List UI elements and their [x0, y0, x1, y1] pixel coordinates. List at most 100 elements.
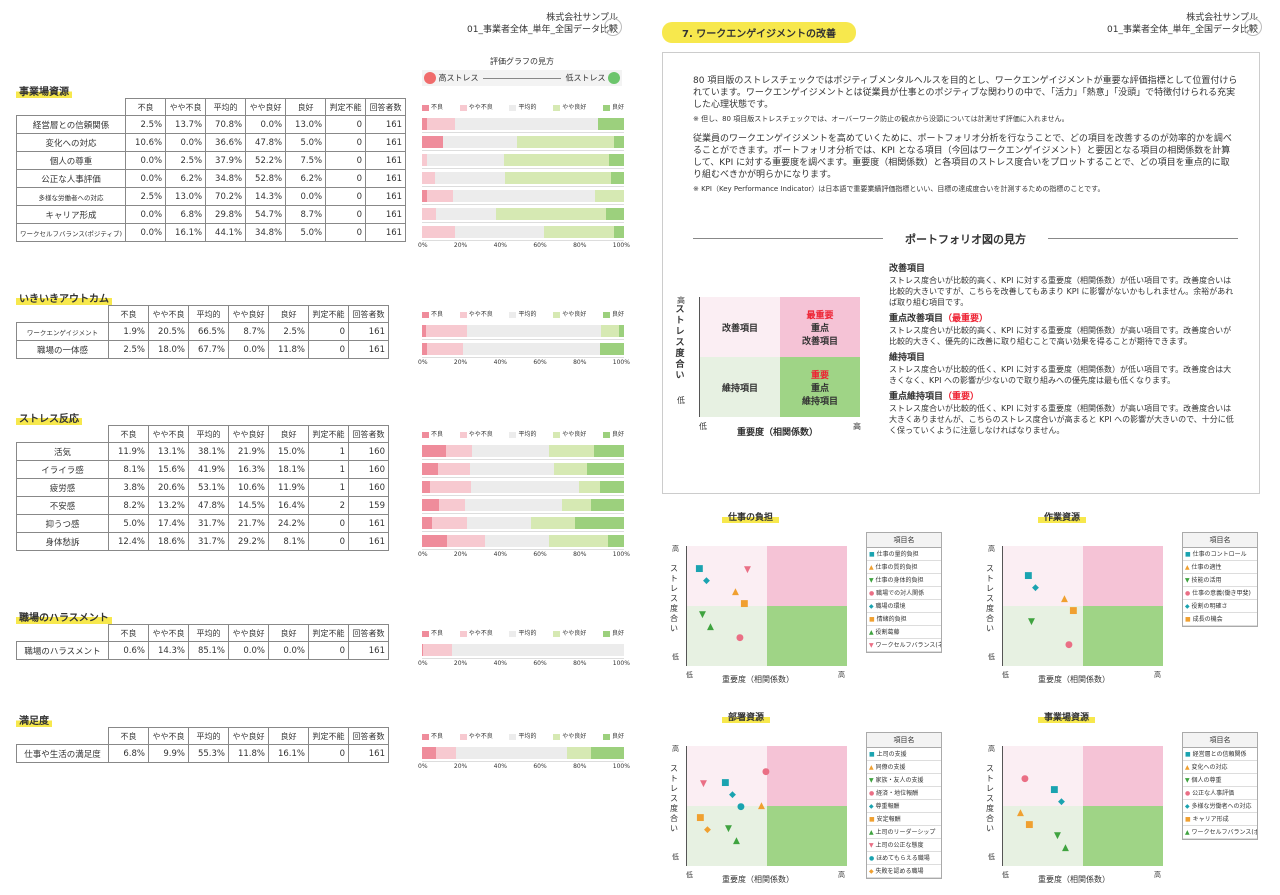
col-header: やや良好 [228, 727, 269, 745]
legend-item: ■ 情緒的負担 [867, 613, 941, 626]
q-priority-improve: 最重要 重点 改善項目 [780, 297, 860, 357]
cell: 0 [308, 744, 349, 763]
table-row: 経営層との信頼関係 2.5% 13.7% 70.8% 0.0% 13.0% 0 161 [15, 115, 407, 134]
chart-legend: 項目名 ■ 仕事のコントロール ▲ 仕事の適性 ▼ 技能の活用 ● 仕事の意義(働き甲斐… [1182, 532, 1258, 627]
cell: 5.0% [108, 514, 149, 533]
cell: 0 [308, 340, 349, 359]
legend-swatch [509, 733, 517, 740]
plot-area: ■ ▲ ▼ ● ◆ ■ ▲ [1002, 746, 1163, 866]
marker-icon: ● [1185, 790, 1191, 797]
legend-label: 役割葛藤 [875, 629, 900, 636]
legend-label: やや良好 [562, 630, 587, 637]
bar-segment [423, 643, 453, 656]
bar-row [422, 340, 624, 358]
bar-row [422, 223, 624, 241]
data-point: ▲ [733, 836, 740, 846]
legend-label: 家族・友人の支援 [875, 777, 924, 784]
col-header: やや不良 [148, 425, 189, 443]
bar-segment [429, 480, 472, 493]
legend-label: 役割の明確さ [1191, 603, 1228, 610]
cell: 13.0% [165, 187, 207, 206]
legend-swatch [553, 431, 561, 438]
legend-label: やや良好 [562, 431, 587, 438]
bar-segment [618, 324, 625, 337]
marker-icon: ■ [1185, 551, 1191, 558]
col-header: 不良 [108, 425, 149, 443]
legend-label: 平均的 [518, 630, 537, 637]
legend-item: やや不良 [459, 731, 493, 740]
x-axis-label: 重要度（相関係数） [722, 675, 794, 684]
tick-label: 100% [612, 359, 630, 366]
cell: 29.8% [205, 205, 247, 224]
bar [422, 189, 624, 202]
chart-title: 部署資源 [722, 710, 771, 723]
section-title: 事業場資源 [16, 83, 72, 98]
tick-label: 100% [612, 551, 630, 558]
legend-item: 不良 [422, 309, 443, 318]
legend-item: 良好 [602, 731, 624, 740]
legend-swatch [602, 431, 610, 438]
bar-segment [452, 643, 624, 656]
legend-item: ▲ ワークセルフバランス(ポジティブ) [1183, 826, 1257, 839]
cell: 0.0% [165, 133, 207, 152]
marker-icon: ▲ [1185, 829, 1190, 836]
legend-swatch [459, 733, 467, 740]
cell: 159 [348, 496, 389, 515]
legend-item: ◆ 尊重報酬 [867, 800, 941, 813]
row-name: 抑うつ感 [16, 514, 109, 533]
blank [17, 625, 109, 642]
marker-icon: ▲ [1185, 564, 1190, 571]
cell: 2.5% [268, 322, 309, 341]
q-improve: 改善項目 [700, 297, 780, 357]
bar [422, 444, 624, 457]
legend-item: ■ 仕事の量的負担 [867, 548, 941, 561]
cell: 0.0% [125, 205, 167, 224]
marker-icon: ▲ [869, 829, 874, 836]
bar-segment [587, 462, 624, 475]
q-priority-improve [767, 546, 847, 606]
x-axis: 0% 20% 40% 60% 80% 100% [418, 763, 630, 770]
table-row: 身体愁訴 12.4% 18.6% 31.7% 29.2% 8.1% 0 161 [16, 532, 389, 551]
portfolio-chart: 作業資源高低ストレス度合い ■ ▲ ▼ ● ◆ ■ 低重要度（相関係数）高項目名 ■ 仕事のコン… [978, 510, 1268, 690]
legend-item: ● 仕事の意義(働き甲斐) [1183, 587, 1257, 600]
legend-item: ● 職場での対人関係 [867, 587, 941, 600]
q-maintain: 維持項目 [700, 357, 780, 417]
legend-swatch [509, 311, 517, 318]
legend-label: 良好 [611, 630, 624, 637]
legend-label: 不良 [431, 104, 444, 111]
legend-item: ▲ 変化への対応 [1183, 761, 1257, 774]
data-table: 不良 やや不良 平均的 やや良好 良好 判定不能 回答者数 経営層との信頼関係 2.5% 13.7… [15, 98, 407, 242]
desc-tag: （最重要） [943, 314, 989, 324]
cell: 2.5% [108, 340, 149, 359]
y-axis-label: ストレス度合い [986, 564, 994, 633]
col-header: 判定不能 [325, 98, 367, 116]
q-priority-improve [1083, 746, 1163, 806]
cell: 2 [308, 496, 349, 515]
legend-title: 評価グラフの見方 [490, 57, 554, 66]
section-2: ストレス反応 不良 やや不良 平均的 やや良好 良好 判定不能 回答者数 活気 11.9% 13.1… [16, 407, 630, 558]
cell: 0 [325, 223, 367, 242]
y-low: 低 [988, 853, 995, 861]
bar-segment [422, 153, 428, 166]
cell: 0.0% [228, 641, 269, 660]
blank [17, 426, 109, 443]
legend-swatch [422, 630, 429, 637]
desc-heading: 重点維持項目（重要） [889, 392, 1239, 403]
bar-segment [463, 342, 601, 355]
legend-item: ▼ 家族・友人の支援 [867, 774, 941, 787]
section-title: 満足度 [16, 712, 52, 727]
x-axis: 0% 20% 40% 60% 80% 100% [418, 242, 630, 249]
col-header: やや不良 [165, 98, 207, 116]
cell: 2.5% [165, 151, 207, 170]
chart-legend: 項目名 ■ 上司の支援 ▲ 同僚の支援 ▼ 家族・友人の支援 ● 経済・地位報酬 ◆ 尊重… [866, 732, 942, 879]
tick-label: 40% [493, 551, 507, 558]
bar-segment [435, 746, 456, 759]
cell: 0 [325, 115, 367, 134]
bar [422, 534, 624, 547]
cell: 16.4% [268, 496, 309, 515]
legend-label: 不良 [431, 733, 444, 740]
q-priority-improve [767, 746, 847, 806]
legend-item: ◆ 役割の明確さ [1183, 600, 1257, 613]
legend-item: やや良好 [553, 309, 586, 318]
col-header: 良好 [268, 305, 309, 323]
